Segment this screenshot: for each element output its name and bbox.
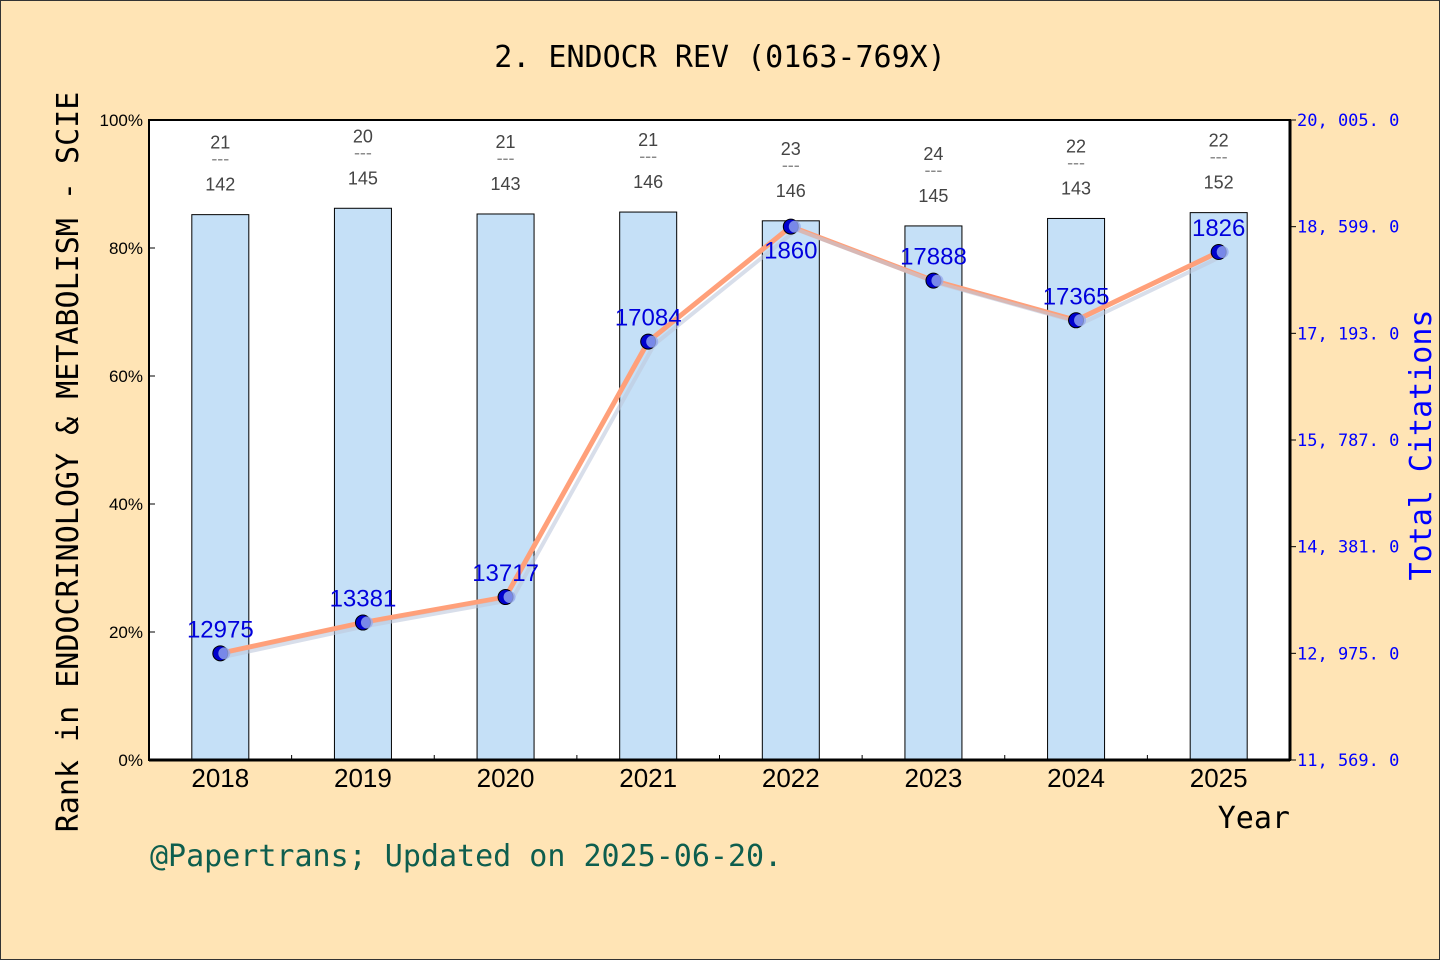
x-tick-label: 2023 — [905, 763, 963, 793]
footer: @Papertrans; Updated on 2025-06-20. — [150, 839, 782, 874]
rank-label: 22 — [1066, 136, 1086, 156]
chart-title: 2. ENDOCR REV (0163-769X) — [494, 40, 946, 75]
y-tick-label: 100% — [100, 111, 143, 130]
x-axis-label: Year — [1218, 801, 1290, 836]
x-tick-label: 2018 — [191, 763, 249, 793]
bar-2020 — [476, 213, 535, 761]
total-label: 142 — [205, 175, 235, 195]
rank-divider: --- — [354, 142, 372, 162]
total-label: 146 — [633, 172, 663, 192]
citations-line-shadow — [225, 227, 1226, 659]
citation-point-highlight — [1216, 246, 1229, 259]
y2-tick-label: 14, 381. 0 — [1297, 538, 1399, 558]
rank-divider: --- — [1067, 152, 1085, 172]
y2-tick-label: 15, 787. 0 — [1297, 431, 1399, 451]
x-tick-label: 2019 — [334, 763, 392, 793]
rank-label: 22 — [1209, 131, 1229, 151]
y-tick-label: 80% — [109, 239, 143, 258]
total-label: 145 — [918, 186, 948, 206]
citation-point-highlight — [360, 616, 373, 629]
y-tick-label: 40% — [109, 495, 143, 514]
y2-tick-label: 17, 193. 0 — [1297, 324, 1399, 344]
x-tick-label: 2025 — [1190, 763, 1248, 793]
total-label: 145 — [348, 168, 378, 188]
bar-2021 — [619, 211, 678, 761]
y-tick-label: 0% — [118, 751, 143, 770]
rank-label: 21 — [210, 133, 230, 153]
citation-label: 1860 — [764, 238, 817, 265]
rank-label: 21 — [638, 130, 658, 150]
bar-2019 — [333, 207, 392, 761]
rank-label: 20 — [353, 126, 373, 146]
plot-area — [148, 119, 1291, 761]
citation-label: 13717 — [472, 560, 539, 587]
x-tick-label: 2024 — [1047, 763, 1105, 793]
bar-2025 — [1189, 212, 1248, 761]
citation-label: 1826 — [1192, 215, 1245, 242]
bar-2018 — [191, 214, 250, 761]
total-label: 152 — [1204, 173, 1234, 193]
citation-label: 12975 — [187, 616, 254, 643]
citation-point-highlight — [1074, 314, 1087, 327]
x-tick-label: 2020 — [477, 763, 535, 793]
y2-tick-label: 18, 599. 0 — [1297, 218, 1399, 238]
citation-point-highlight — [788, 220, 801, 233]
citation-point-highlight — [931, 274, 944, 287]
y-tick-label: 20% — [109, 623, 143, 642]
y2-axis-label: Total Citations — [1404, 310, 1439, 581]
total-label: 143 — [1061, 178, 1091, 198]
y-tick-label: 60% — [109, 367, 143, 386]
y2-tick-label: 20, 005. 0 — [1297, 111, 1399, 131]
citation-label: 13381 — [330, 586, 397, 613]
x-tick-label: 2022 — [762, 763, 820, 793]
rank-label: 24 — [923, 144, 943, 164]
y2-tick-label: 12, 975. 0 — [1297, 644, 1399, 664]
rank-divider: --- — [924, 160, 942, 180]
bar-2022 — [761, 220, 820, 761]
citation-point-highlight — [218, 647, 231, 660]
rank-divider: --- — [782, 155, 800, 175]
citation-point-highlight — [503, 591, 516, 604]
rank-divider: --- — [211, 149, 229, 169]
citation-label: 17365 — [1043, 283, 1110, 310]
rank-divider: --- — [1210, 147, 1228, 167]
rank-label: 23 — [781, 139, 801, 159]
x-tick-label: 2021 — [619, 763, 677, 793]
y2-tick-label: 11, 569. 0 — [1297, 751, 1399, 771]
bar-2023 — [904, 225, 963, 761]
total-label: 146 — [776, 181, 806, 201]
citation-point-highlight — [646, 335, 659, 348]
y-axis-label: Rank in ENDOCRINOLOGY & METABOLISM - SCI… — [51, 92, 86, 833]
citation-label: 17084 — [615, 305, 682, 332]
rank-divider: --- — [497, 148, 515, 168]
total-label: 143 — [491, 174, 521, 194]
citation-label: 17888 — [900, 244, 967, 271]
rank-divider: --- — [639, 146, 657, 166]
rank-label: 21 — [496, 132, 516, 152]
